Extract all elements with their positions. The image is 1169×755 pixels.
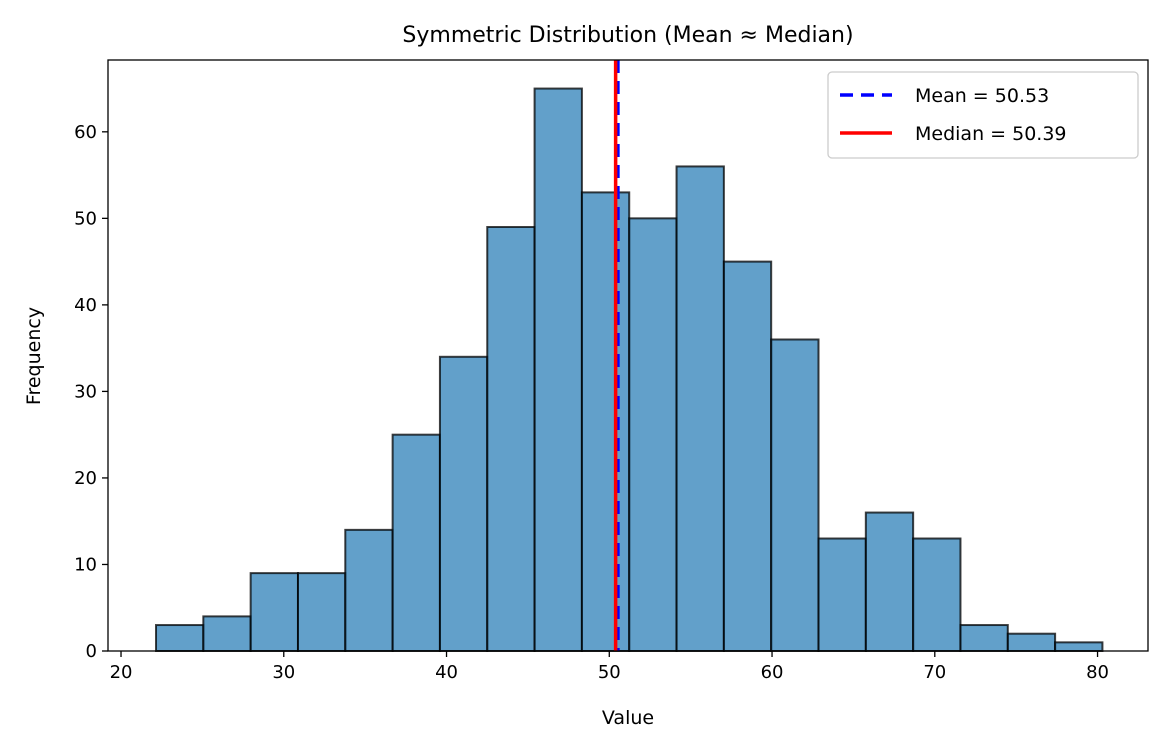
y-tick-label: 50 xyxy=(74,208,97,229)
y-tick-label: 10 xyxy=(74,554,97,575)
histogram-bar xyxy=(817,537,867,653)
histogram-bar xyxy=(249,572,299,652)
histogram-bar xyxy=(675,165,725,652)
plot-frame xyxy=(107,59,1149,652)
histogram-bar xyxy=(438,355,489,652)
histogram-bar xyxy=(202,615,252,653)
x-tick-label: 50 xyxy=(598,662,621,683)
x-tick-label: 40 xyxy=(435,662,458,683)
x-tick-label: 60 xyxy=(761,662,784,683)
histogram-bar xyxy=(1006,632,1057,652)
legend-mean-label: Mean = 50.53 xyxy=(915,85,1049,107)
legend: Mean = 50.53 Median = 50.39 xyxy=(827,71,1139,159)
y-tick-label: 0 xyxy=(86,641,97,662)
histogram-bar xyxy=(344,528,394,652)
histogram-bar xyxy=(864,511,915,653)
x-tick-label: 20 xyxy=(110,662,133,683)
histogram-bar xyxy=(580,191,631,652)
histogram-bar xyxy=(628,217,678,653)
histogram-bar xyxy=(1054,641,1104,652)
x-tick-label: 80 xyxy=(1086,662,1109,683)
y-axis-label: Frequency xyxy=(23,307,45,405)
histogram-bar xyxy=(722,260,773,652)
x-axis-label: Value xyxy=(602,707,654,729)
histogram-bar xyxy=(486,226,536,652)
y-tick-label: 60 xyxy=(74,122,97,143)
histogram-bar xyxy=(155,624,205,653)
y-tick-label: 20 xyxy=(74,468,97,489)
x-tick-label: 30 xyxy=(272,662,295,683)
legend-median-label: Median = 50.39 xyxy=(915,123,1067,145)
histogram-bar xyxy=(296,572,347,652)
y-tick-label: 40 xyxy=(74,295,97,316)
chart-title: Symmetric Distribution (Mean ≈ Median) xyxy=(402,23,853,48)
histogram-bar xyxy=(959,624,1009,653)
histogram-bar xyxy=(391,433,441,652)
x-tick-label: 70 xyxy=(923,662,946,683)
histogram-bar xyxy=(770,338,820,652)
histogram-bar xyxy=(912,537,962,653)
y-tick-label: 30 xyxy=(74,381,97,402)
histogram-bar xyxy=(533,87,583,652)
